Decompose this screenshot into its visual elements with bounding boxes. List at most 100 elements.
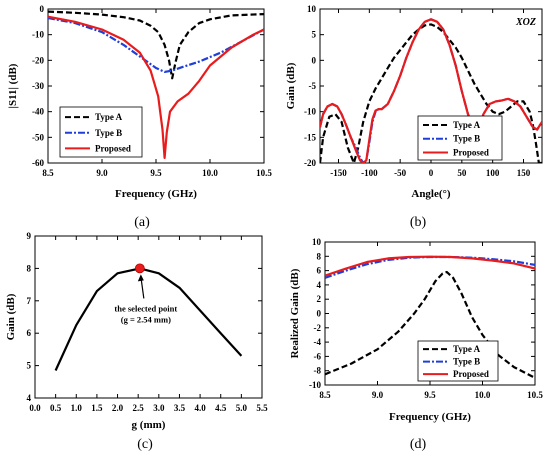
plot-area (54, 267, 243, 371)
plane-label: XOZ (515, 17, 536, 28)
y-tick-label: -6 (314, 351, 322, 361)
y-tick-label: 6 (27, 328, 32, 338)
legend-label: Type B (453, 357, 480, 367)
series-line-proposed (325, 255, 535, 277)
series-line-type-b (48, 16, 264, 73)
x-tick-label: 1.5 (91, 403, 103, 413)
chart-panel-1: -150 -100 -50 0 50 100 1501050-5-10-15-20Angle… (285, 4, 543, 230)
legend-label: Type A (453, 344, 481, 354)
legend-label: Type B (95, 128, 122, 138)
selected-point-marker (134, 263, 145, 274)
y-axis-label: Gain (dB) (285, 62, 297, 109)
plot-area (320, 18, 542, 163)
x-tick-label: 50 (457, 168, 467, 178)
y-tick-label: -20 (304, 158, 316, 168)
y-tick-label: 9 (27, 231, 32, 241)
y-tick-label: 6 (317, 266, 322, 276)
y-tick-label: -30 (32, 81, 44, 91)
legend-label: Type B (453, 134, 480, 144)
series-line-gain (54, 267, 243, 371)
x-tick-label: 2.0 (112, 403, 124, 413)
y-tick-label: -10 (309, 380, 321, 390)
legend-label: Proposed (95, 143, 131, 153)
y-tick-label: -20 (32, 55, 44, 65)
x-tick-label: -100 (361, 168, 378, 178)
legend-label: Proposed (453, 147, 489, 157)
y-tick-label: -40 (32, 107, 44, 117)
series-line-proposed (48, 15, 264, 159)
x-tick-label: 0 (429, 168, 434, 178)
y-axis-label: |S11| (dB) (7, 63, 19, 108)
x-tick-label: 5.0 (236, 403, 248, 413)
y-tick-label: 7 (27, 296, 32, 306)
chart-panel-3: 8.5 9.0 9.5 10.0 10.5 10 8 6 4 2 0 -2 -4 -6 -8 -10 Frequ… (289, 237, 543, 452)
x-tick-label: 8.5 (42, 168, 54, 178)
x-axis-label: Frequency (GHz) (389, 411, 471, 423)
chart-panel-0: 8.5 9.0 9.5 10.0 10.5 0 -10 -20 -30 -40 -50 -60 Freq… (7, 4, 272, 230)
y-tick-label: 4 (27, 393, 32, 403)
y-tick-label: -10 (304, 107, 316, 117)
y-tick-label: 8 (317, 251, 322, 261)
x-tick-label: 4.5 (215, 403, 227, 413)
y-tick-label: -10 (32, 30, 44, 40)
plot-area (48, 10, 264, 159)
x-tick-label: 10.5 (527, 390, 543, 400)
legend: Type A Type B Proposed (59, 106, 143, 158)
annotation-text: (g = 2.54 mm) (121, 314, 171, 324)
y-tick-label: -8 (314, 366, 322, 376)
x-tick-label: 9.0 (96, 168, 108, 178)
y-tick-label: 5 (312, 30, 317, 40)
x-tick-label: 10.0 (475, 390, 491, 400)
panel-label: (c) (137, 437, 153, 452)
x-tick-label: 5.5 (256, 403, 268, 413)
y-tick-label: 5 (27, 361, 32, 371)
y-tick-label: 2 (317, 294, 322, 304)
y-tick-label: 0 (312, 55, 317, 65)
series-line-type-a (320, 23, 542, 163)
series-line-proposed (320, 18, 542, 163)
y-tick-label: 0 (317, 309, 322, 319)
x-tick-label: 9.5 (424, 390, 436, 400)
y-tick-label: -15 (304, 132, 316, 142)
x-tick-label: -50 (394, 168, 406, 178)
y-tick-label: 8 (27, 263, 32, 273)
plot-frame (34, 235, 263, 399)
y-axis-label: Realized Gain (dB) (289, 268, 301, 358)
x-tick-label: 3.0 (153, 403, 165, 413)
legend-label: Proposed (453, 369, 489, 379)
x-tick-label: 0.5 (50, 403, 62, 413)
x-tick-label: 8.5 (319, 390, 331, 400)
x-tick-label: 10.0 (202, 168, 218, 178)
x-axis-label: g (mm) (132, 419, 166, 431)
legend: Type A Type B Proposed (417, 340, 499, 382)
x-tick-label: 9.5 (150, 168, 162, 178)
legend-label: Type A (95, 112, 123, 122)
x-tick-label: 4.0 (194, 403, 206, 413)
y-tick-label: -50 (32, 132, 44, 142)
x-tick-label: 1.0 (71, 403, 83, 413)
y-tick-label: 0 (40, 4, 45, 14)
y-tick-label: -5 (309, 81, 317, 91)
y-tick-label: -60 (32, 158, 44, 168)
panel-label: (b) (410, 215, 427, 230)
x-tick-label: 10.5 (256, 168, 272, 178)
chart-panel-2: 0.0 0.5 1.0 1.5 2.0 2.5 3.0 3.5 4.0 4.5 5.0 5.5 4 5 6 7… (5, 231, 268, 452)
y-tick-label: 10 (312, 237, 322, 247)
x-tick-label: 9.0 (372, 390, 384, 400)
y-tick-label: 4 (317, 280, 322, 290)
legend-label: Type A (453, 120, 481, 130)
x-tick-label: -150 (330, 168, 347, 178)
x-tick-label: 100 (486, 168, 500, 178)
annotation-text: the selected point (114, 303, 177, 313)
series-line-type-b (325, 255, 535, 279)
y-axis-label: Gain (dB) (5, 293, 17, 340)
panel-label: (a) (134, 215, 150, 230)
series-line-type-a (48, 10, 264, 80)
panel-label: (d) (410, 437, 427, 452)
x-axis-label: Frequency (GHz) (115, 188, 197, 200)
annotation-arrow-head (137, 274, 144, 282)
y-tick-label: -2 (314, 323, 322, 333)
x-tick-label: 0.0 (29, 403, 41, 413)
y-tick-label: -4 (314, 337, 322, 347)
